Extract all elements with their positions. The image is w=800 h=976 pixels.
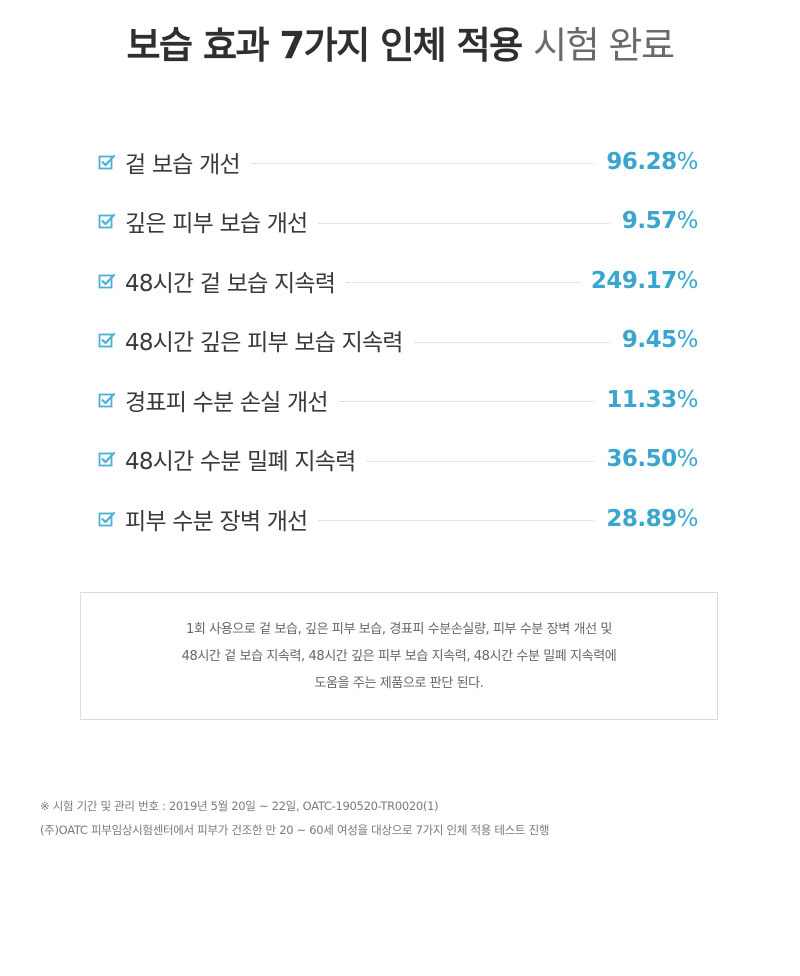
dotted-leader — [319, 520, 595, 522]
result-value: 28.89% — [606, 505, 698, 532]
result-label: 48시간 수분 밀폐 지속력 — [125, 449, 356, 476]
dotted-leader — [339, 401, 595, 403]
dotted-leader — [347, 282, 579, 284]
test-center-footnote: (주)OATC 피부임상시험센터에서 피부가 건조한 만 20 ~ 60세 여성… — [40, 823, 550, 837]
note-line: 1회 사용으로 겉 보습, 깊은 피부 보습, 경표피 수분손실량, 피부 수분… — [186, 621, 612, 637]
checkbox-checked-icon — [98, 272, 116, 290]
summary-note-box: 1회 사용으로 겉 보습, 깊은 피부 보습, 경표피 수분손실량, 피부 수분… — [80, 592, 718, 720]
result-value: 9.45% — [621, 327, 699, 354]
dotted-leader — [319, 222, 610, 224]
result-row: 48시간 겉 보습 지속력 249.17% — [98, 251, 699, 311]
checkbox-checked-icon — [98, 510, 116, 528]
test-period-footnote: ※ 시험 기간 및 관리 번호 : 2019년 5월 20일 ~ 22일, OA… — [40, 799, 439, 813]
result-row: 48시간 깊은 피부 보습 지속력 9.45% — [98, 311, 699, 371]
result-label: 경표피 수분 손실 개선 — [125, 389, 329, 416]
title-light: 시험 완료 — [533, 24, 675, 67]
result-row: 48시간 수분 밀폐 지속력 36.50% — [98, 430, 699, 490]
result-value: 249.17% — [590, 267, 699, 294]
results-list: 겉 보습 개선 96.28% 깊은 피부 보습 개선 9.57% 48시간 겉 … — [98, 132, 699, 549]
note-line: 48시간 겉 보습 지속력, 48시간 깊은 피부 보습 지속력, 48시간 수… — [181, 648, 617, 664]
dotted-leader — [414, 341, 610, 343]
result-row: 경표피 수분 손실 개선 11.33% — [98, 370, 699, 430]
page-title: 보습 효과 7가지 인체 적용 시험 완료 — [0, 18, 800, 74]
checkbox-checked-icon — [98, 331, 116, 349]
result-label: 피부 수분 장벽 개선 — [125, 508, 308, 535]
dotted-leader — [251, 163, 595, 165]
title-bold: 보습 효과 7가지 인체 적용 — [126, 24, 524, 67]
dotted-leader — [367, 460, 595, 462]
result-label: 겉 보습 개선 — [125, 151, 241, 178]
checkbox-checked-icon — [98, 391, 116, 409]
checkbox-checked-icon — [98, 450, 116, 468]
result-value: 96.28% — [606, 148, 698, 175]
result-row: 깊은 피부 보습 개선 9.57% — [98, 192, 699, 252]
result-row: 피부 수분 장벽 개선 28.89% — [98, 489, 699, 549]
result-row: 겉 보습 개선 96.28% — [98, 132, 699, 192]
result-value: 11.33% — [606, 386, 698, 413]
checkbox-checked-icon — [98, 153, 116, 171]
checkbox-checked-icon — [98, 212, 116, 230]
result-value: 9.57% — [621, 208, 699, 235]
result-value: 36.50% — [606, 446, 698, 473]
note-line: 도움을 주는 제품으로 판단 된다. — [314, 675, 484, 691]
result-label: 48시간 깊은 피부 보습 지속력 — [125, 330, 403, 357]
footnotes: ※ 시험 기간 및 관리 번호 : 2019년 5월 20일 ~ 22일, OA… — [40, 794, 760, 842]
result-label: 깊은 피부 보습 개선 — [125, 211, 308, 238]
result-label: 48시간 겉 보습 지속력 — [125, 270, 336, 297]
